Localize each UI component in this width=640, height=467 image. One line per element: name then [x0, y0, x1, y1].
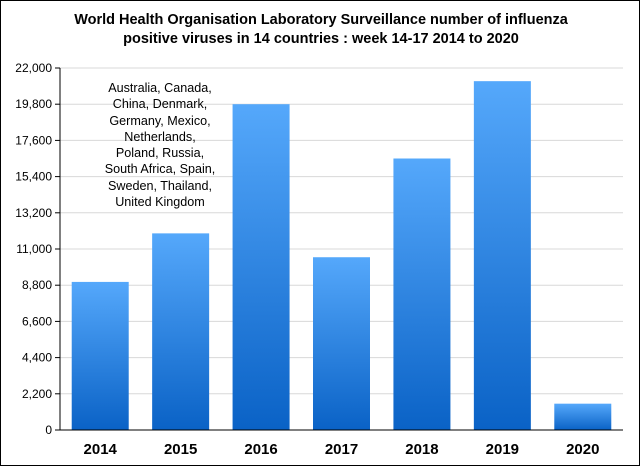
annotation-line: Sweden, Thailand, [107, 178, 213, 193]
bar-2020 [554, 403, 612, 430]
axes [59, 68, 623, 431]
x-tick-label: 2018 [405, 441, 438, 458]
y-tick-label: 15,400 [15, 170, 52, 184]
bar-2017 [313, 257, 370, 430]
y-tick-label: 4,400 [22, 351, 52, 365]
x-tick-label: 2019 [486, 441, 519, 458]
bar-2015 [152, 233, 210, 430]
y-tick-label: 8,800 [22, 278, 52, 292]
bar-2019 [473, 81, 531, 430]
annotation-line: United Kingdom [115, 195, 205, 210]
annotation-line: Australia, Canada, [108, 81, 212, 95]
annotation-line: Germany, Mexico, [109, 113, 211, 128]
bars [71, 81, 612, 430]
y-tick-labels: 0 2,200 4,400 6,600 8,800 11,000 13,200 15,400 1… [15, 61, 52, 437]
annotation-line: Poland, Russia, [115, 146, 205, 161]
y-tick-label: 13,200 [15, 206, 52, 220]
y-tick-label: 11,000 [16, 242, 52, 256]
y-tick-label: 22,000 [15, 61, 52, 75]
annotation-line: South Africa, Spain, [104, 162, 216, 177]
x-tick-label: 2020 [566, 441, 599, 458]
chart-title-line-1: World Health Organisation Laboratory Sur… [74, 12, 568, 28]
y-tick-label: 0 [45, 423, 52, 437]
x-tick-label: 2017 [325, 441, 358, 458]
y-tick-label: 2,200 [22, 387, 52, 401]
countries-annotation: Australia, Canada, China, Denmark, Germa… [79, 80, 241, 210]
y-tick-label: 17,600 [15, 133, 52, 147]
x-tick-label: 2015 [164, 441, 197, 458]
x-tick-label: 2016 [244, 441, 277, 458]
bar-2014 [71, 281, 129, 430]
y-tick-label: 6,600 [22, 314, 52, 328]
bar-2018 [393, 158, 451, 430]
chart-title: World Health Organisation Laboratory Sur… [61, 11, 581, 49]
x-tick-label: 2014 [84, 441, 118, 458]
x-tick-labels: 2014 2015 2016 2017 2018 2019 2020 [84, 441, 600, 458]
annotation-line: Netherlands, [124, 129, 196, 144]
bar-2016 [232, 104, 290, 430]
chart-title-line-2: positive viruses in 14 countries : week … [123, 31, 519, 47]
annotation-line: China, Denmark, [112, 97, 208, 112]
y-tick-label: 19,800 [15, 97, 52, 111]
